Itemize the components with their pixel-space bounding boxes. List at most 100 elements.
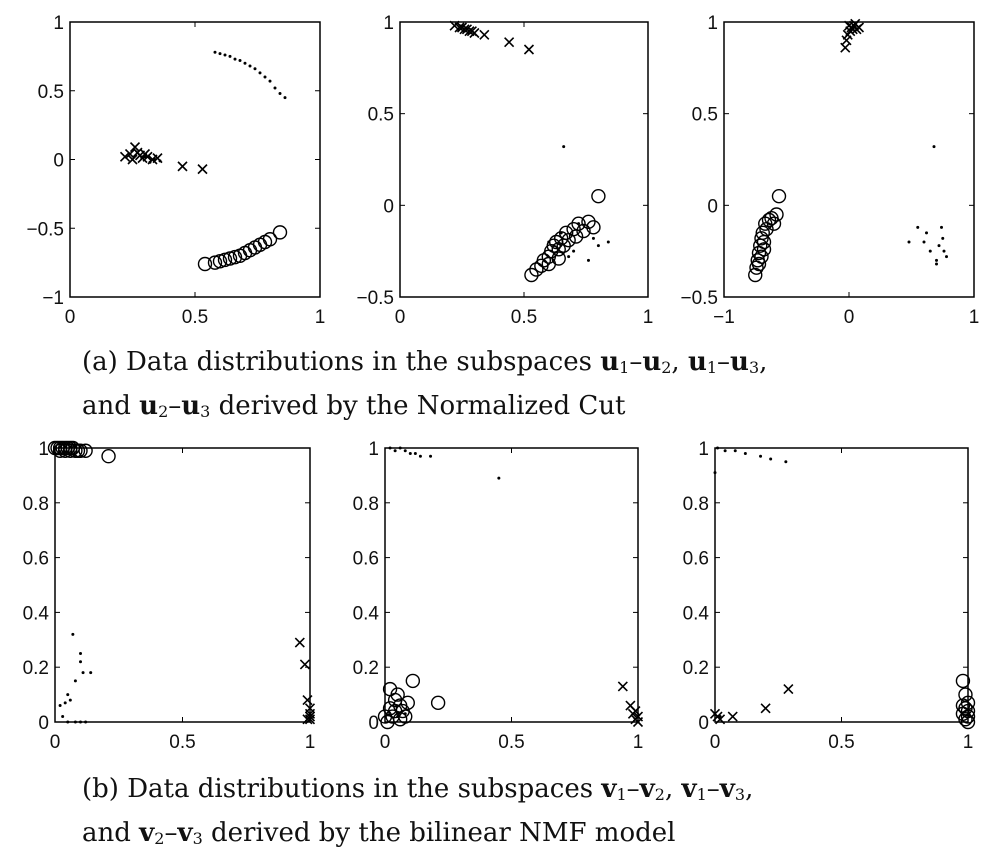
point-circle-a1 — [252, 237, 268, 252]
point-cross-b1 — [299, 659, 310, 670]
point-circle-a3 — [756, 242, 772, 257]
point-circle-a2 — [524, 267, 539, 283]
y-tick-label-a1: 1 — [53, 13, 64, 34]
point-circle-b3 — [958, 687, 973, 702]
point-dot-a3 — [932, 145, 936, 149]
axes-frame-b3 — [714, 447, 969, 723]
point-dot-a3 — [940, 225, 943, 229]
point-dot-a3 — [907, 240, 911, 244]
y-tick-label-b1: 1 — [38, 439, 49, 460]
point-circle-a3 — [766, 216, 782, 231]
point-dot-b1 — [66, 693, 70, 697]
point-cross-b3 — [727, 711, 738, 722]
y-tick-label-b1: 0.6 — [23, 549, 49, 570]
point-dot-a2 — [567, 255, 571, 259]
point-circle-a1 — [262, 232, 278, 247]
point-circle-a1 — [197, 256, 213, 272]
point-dot-b2 — [393, 449, 397, 453]
point-dot-b3 — [769, 457, 773, 461]
point-dot-b1 — [68, 698, 72, 702]
point-dot-a3 — [916, 225, 920, 229]
y-tick-label-a3: −0.5 — [680, 288, 718, 309]
point-dot-a2 — [586, 258, 590, 262]
y-tick-label-b2: 1 — [368, 439, 379, 460]
point-dot-a1 — [258, 71, 262, 75]
point-circle-a2 — [586, 220, 601, 235]
point-cross-b3 — [760, 703, 771, 714]
y-tick-label-a2: 0.5 — [368, 105, 394, 126]
y-tick-label-b2: 0.2 — [353, 658, 379, 679]
point-dot-a1 — [283, 96, 287, 100]
x-tick-label-a1: 0.5 — [182, 307, 208, 328]
point-cross-a2 — [479, 29, 490, 40]
x-tick-label-a2: 0 — [395, 307, 406, 328]
point-dot-a1 — [213, 50, 217, 54]
y-tick-label-b1: 0.2 — [23, 658, 49, 679]
point-cross-a3 — [840, 42, 851, 53]
point-dot-a1 — [158, 159, 162, 163]
point-cross-a1 — [177, 161, 188, 172]
point-circle-a2 — [591, 188, 606, 204]
point-dot-b1 — [79, 652, 82, 655]
point-dot-b1 — [58, 704, 62, 708]
point-circle-b1 — [73, 443, 88, 458]
point-circle-a3 — [754, 231, 769, 246]
point-circle-a3 — [754, 249, 769, 264]
point-circle-b2 — [430, 695, 446, 711]
y-tick-label-b1: 0.8 — [23, 494, 49, 515]
point-dot-b1 — [84, 720, 88, 724]
y-tick-label-b2: 0.8 — [353, 494, 379, 515]
point-dot-b2 — [429, 454, 433, 458]
caption-a-line2: and u2–u3 derived by the Normalized Cut — [82, 391, 626, 421]
axes-frame-a1 — [69, 21, 321, 298]
point-dot-a1 — [153, 158, 157, 161]
point-circle-b2 — [382, 681, 398, 697]
point-circle-a1 — [247, 240, 263, 255]
point-circle-b2 — [400, 695, 415, 711]
y-tick-label-b3: 0 — [698, 713, 709, 734]
y-tick-label-a1: 0.5 — [38, 82, 64, 103]
point-circle-b2 — [405, 673, 421, 689]
y-tick-label-b2: 0 — [368, 713, 379, 734]
point-circle-a1 — [242, 243, 258, 258]
point-dot-a3 — [935, 258, 938, 262]
point-cross-b1 — [302, 695, 313, 706]
point-dot-a1 — [263, 75, 267, 79]
point-dot-b1 — [73, 679, 77, 683]
caption-a: (a) Data distributions in the subspaces … — [82, 343, 982, 431]
point-circle-a2 — [554, 231, 569, 246]
point-circle-b2 — [387, 703, 403, 719]
y-tick-label-a2: −0.5 — [356, 288, 394, 309]
x-tick-label-a3: −1 — [713, 307, 735, 328]
y-tick-label-a2: 0 — [383, 196, 394, 217]
point-circle-a3 — [761, 212, 777, 228]
point-circle-a2 — [551, 242, 566, 257]
axes-frame-b1 — [54, 447, 311, 723]
point-dot-a1 — [238, 59, 242, 62]
point-dot-b3 — [733, 449, 737, 453]
point-dot-b2 — [403, 449, 407, 453]
y-tick-label-a1: −0.5 — [26, 219, 64, 240]
point-dot-a2 — [572, 249, 576, 253]
x-tick-label-a1: 0 — [65, 307, 76, 328]
x-tick-label-a3: 1 — [969, 307, 980, 328]
point-circle-a2 — [551, 251, 566, 266]
point-cross-b2 — [630, 705, 641, 717]
point-dot-b1 — [81, 671, 85, 675]
point-dot-a3 — [935, 262, 938, 266]
point-circle-a3 — [769, 207, 784, 222]
point-dot-b1 — [79, 660, 82, 664]
point-cross-b2 — [632, 711, 644, 722]
caption-b: (b) Data distributions in the subspaces … — [82, 770, 982, 858]
point-dot-a2 — [562, 145, 566, 149]
point-circle-a1 — [257, 234, 273, 250]
y-tick-label-b2: 0.6 — [353, 549, 379, 570]
x-tick-label-a1: 1 — [315, 307, 326, 328]
panel-b1: 0 0.5 1 0 0.2 0.4 0.6 0.8 1 — [23, 439, 316, 753]
point-dot-b2 — [398, 446, 402, 450]
point-circle-a2 — [536, 253, 552, 268]
point-dot-a1 — [223, 53, 227, 57]
point-dot-b1 — [89, 671, 93, 675]
caption-b-line1: (b) Data distributions in the subspaces … — [82, 774, 754, 804]
